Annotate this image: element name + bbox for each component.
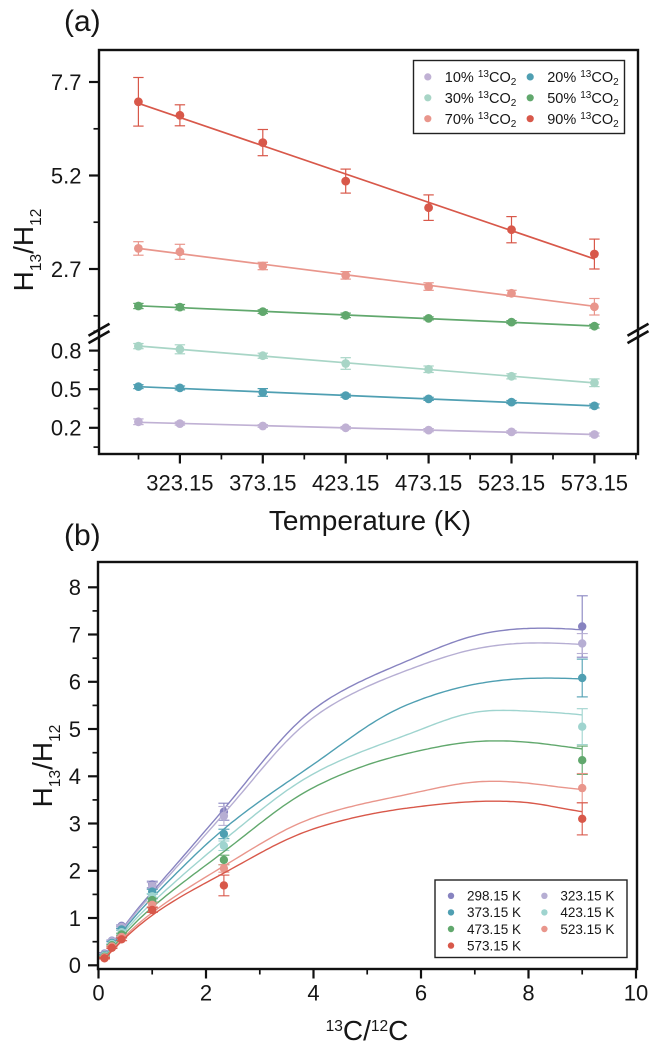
svg-text:473.15: 473.15 bbox=[395, 471, 462, 496]
svg-text:8: 8 bbox=[522, 981, 534, 1006]
svg-text:0: 0 bbox=[69, 953, 81, 978]
svg-text:4: 4 bbox=[69, 764, 81, 789]
svg-text:2: 2 bbox=[200, 981, 212, 1006]
svg-text:2.7: 2.7 bbox=[51, 257, 82, 282]
svg-text:7: 7 bbox=[69, 622, 81, 647]
svg-text:7.7: 7.7 bbox=[51, 70, 82, 95]
svg-text:5.2: 5.2 bbox=[51, 163, 82, 188]
svg-text:373.15: 373.15 bbox=[229, 471, 296, 496]
svg-text:298.15 K: 298.15 K bbox=[467, 889, 521, 904]
svg-text:H13/H12: H13/H12 bbox=[8, 209, 45, 292]
svg-text:323.15 K: 323.15 K bbox=[560, 889, 614, 904]
svg-text:10% 13CO2: 10% 13CO2 bbox=[445, 69, 517, 88]
svg-text:473.15 K: 473.15 K bbox=[467, 922, 521, 937]
svg-text:8: 8 bbox=[69, 575, 81, 600]
svg-text:373.15 K: 373.15 K bbox=[467, 905, 521, 920]
svg-text:323.15: 323.15 bbox=[146, 471, 213, 496]
svg-text:(a): (a) bbox=[64, 5, 101, 38]
svg-text:523.15: 523.15 bbox=[478, 471, 545, 496]
svg-text:13C/12C: 13C/12C bbox=[326, 1015, 409, 1046]
svg-text:423.15 K: 423.15 K bbox=[560, 905, 614, 920]
svg-text:10: 10 bbox=[624, 981, 648, 1006]
svg-text:5: 5 bbox=[69, 717, 81, 742]
svg-text:3: 3 bbox=[69, 811, 81, 836]
svg-text:423.15: 423.15 bbox=[312, 471, 379, 496]
svg-text:30% 13CO2: 30% 13CO2 bbox=[445, 90, 517, 109]
svg-text:Temperature (K): Temperature (K) bbox=[269, 505, 471, 536]
svg-text:0.2: 0.2 bbox=[51, 416, 82, 441]
svg-text:70% 13CO2: 70% 13CO2 bbox=[445, 111, 517, 130]
svg-text:20% 13CO2: 20% 13CO2 bbox=[547, 69, 619, 88]
svg-text:90% 13CO2: 90% 13CO2 bbox=[547, 111, 619, 130]
svg-text:523.15 K: 523.15 K bbox=[560, 922, 614, 937]
svg-text:573.15 K: 573.15 K bbox=[467, 938, 521, 953]
svg-text:573.15: 573.15 bbox=[561, 471, 628, 496]
svg-text:4: 4 bbox=[307, 981, 319, 1006]
svg-text:50% 13CO2: 50% 13CO2 bbox=[547, 90, 619, 109]
svg-text:0: 0 bbox=[92, 981, 104, 1006]
svg-text:2: 2 bbox=[69, 859, 81, 884]
svg-text:6: 6 bbox=[415, 981, 427, 1006]
svg-text:0.5: 0.5 bbox=[51, 377, 82, 402]
svg-text:(b): (b) bbox=[64, 519, 101, 552]
svg-text:0.8: 0.8 bbox=[51, 338, 82, 363]
svg-text:6: 6 bbox=[69, 670, 81, 695]
svg-text:1: 1 bbox=[69, 906, 81, 931]
